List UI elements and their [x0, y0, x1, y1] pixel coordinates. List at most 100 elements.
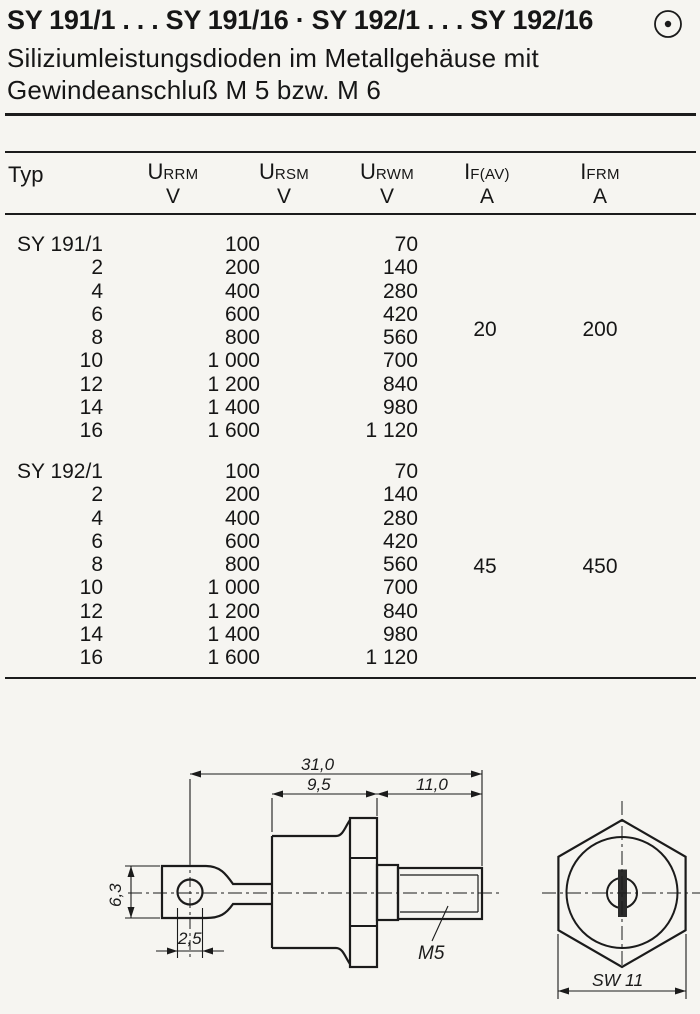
cell-typ: 12 [79, 372, 103, 396]
cell-urwm: 420 [382, 529, 418, 553]
column-header-urrm: URRM V [147, 159, 199, 208]
column-header-ifrm: IFRM A [580, 159, 620, 208]
subtitle-line-2: Gewindeanschluß M 5 bzw. M 6 [7, 75, 382, 105]
side-view [125, 770, 500, 969]
table-row: 14 1 400 980 [8, 623, 688, 646]
divider-table-top [5, 151, 696, 153]
cell-urwm: 140 [382, 256, 418, 280]
cell-urrm-ursm: 800 [224, 553, 260, 577]
cell-urwm: 700 [382, 576, 418, 600]
cell-urwm: 840 [382, 599, 418, 623]
dim-thread-length-label: 11,0 [416, 775, 448, 794]
table-row: 14 1 400 980 [8, 396, 688, 419]
cell-urrm-ursm: 1 400 [207, 623, 260, 647]
cell-urwm: 560 [382, 326, 418, 350]
if-av-value: 20 [473, 318, 497, 341]
cell-typ: 10 [79, 576, 103, 600]
cell-urwm: 980 [382, 396, 418, 420]
cell-urwm: 280 [382, 279, 418, 303]
table-row: 2 200 140 [8, 483, 688, 506]
column-header-typ: Typ [8, 162, 44, 187]
cell-typ: 8 [91, 326, 103, 350]
table-row: 12 1 200 840 [8, 373, 688, 396]
m5-leader-line [431, 905, 449, 942]
cell-typ: 16 [79, 646, 103, 670]
cell-urrm-ursm: 100 [224, 233, 260, 256]
cell-typ: 14 [79, 623, 103, 647]
divider-top [5, 113, 696, 116]
cell-typ: SY 191/1 [16, 233, 103, 256]
cell-typ: 10 [79, 349, 103, 373]
table-row: SY 191/1 100 70 [8, 233, 688, 256]
table-row: SY 192/1 100 70 [8, 460, 688, 483]
cell-urwm: 1 120 [365, 419, 418, 443]
circled-dot-icon [654, 10, 682, 38]
ifrm-value: 450 [582, 555, 618, 578]
table-row: 10 1 000 700 [8, 576, 688, 599]
cell-urrm-ursm: 1 200 [207, 372, 260, 396]
column-header-urwm: URWM V [359, 159, 415, 208]
table-row: 6 600 420 [8, 303, 688, 326]
cell-typ: 6 [91, 529, 103, 553]
cell-typ: 8 [91, 553, 103, 577]
subtitle-line-1: Siliziumleistungsdioden im Metallgehäuse… [7, 43, 539, 73]
cell-urrm-ursm: 1 000 [207, 576, 260, 600]
cell-typ: 4 [91, 279, 103, 303]
cell-urwm: 700 [382, 349, 418, 373]
sw11-label: SW 11 [592, 970, 643, 990]
cell-typ: 4 [91, 506, 103, 530]
table-row: 6 600 420 [8, 530, 688, 553]
divider-header-bottom [5, 213, 696, 215]
cell-urrm-ursm: 600 [224, 302, 260, 326]
cell-urwm: 1 120 [365, 646, 418, 670]
dim-hole-label: 2,5 [177, 929, 202, 948]
cell-typ: 6 [91, 302, 103, 326]
dim-lug-height-label: 6,3 [106, 883, 125, 907]
hex-outline [557, 818, 687, 969]
outline-drawing: 31,0 9,5 11,0 6,3 2,5 M5 SW 11 [106, 755, 700, 999]
cell-urrm-ursm: 400 [224, 279, 260, 303]
cell-urwm: 70 [394, 460, 418, 483]
cell-typ: 2 [91, 483, 103, 507]
cell-typ: 16 [79, 419, 103, 443]
table-row: 10 1 000 700 [8, 349, 688, 372]
cell-urwm: 70 [394, 233, 418, 256]
cell-typ: 2 [91, 256, 103, 280]
column-header-ifav: IF(AV) A [464, 159, 510, 208]
column-header-ursm: URSM V [258, 159, 310, 208]
cell-urwm: 560 [382, 553, 418, 577]
table-row: 8 800 560 [8, 326, 688, 349]
dim-body-label: 9,5 [307, 775, 331, 794]
cell-typ: 14 [79, 396, 103, 420]
cell-urrm-ursm: 1 200 [207, 599, 260, 623]
end-view [542, 801, 700, 999]
cell-urwm: 280 [382, 506, 418, 530]
table-row: 4 400 280 [8, 507, 688, 530]
table-row: 16 1 600 1 120 [8, 419, 688, 442]
cell-urrm-ursm: 1 000 [207, 349, 260, 373]
cell-urrm-ursm: 200 [224, 256, 260, 280]
table-row: 8 800 560 [8, 553, 688, 576]
table-row: 12 1 200 840 [8, 600, 688, 623]
cell-urrm-ursm: 600 [224, 529, 260, 553]
page-title: SY 191/1 . . . SY 191/16 · SY 192/1 . . … [7, 5, 594, 35]
table-row: 16 1 600 1 120 [8, 646, 688, 669]
dim-total-label: 31,0 [301, 755, 335, 774]
ifrm-value: 200 [582, 318, 618, 341]
m5-label: M5 [418, 943, 445, 964]
cell-urrm-ursm: 1 600 [207, 646, 260, 670]
cell-urrm-ursm: 200 [224, 483, 260, 507]
cell-urwm: 980 [382, 623, 418, 647]
cell-typ: SY 192/1 [16, 460, 103, 483]
table-row: 2 200 140 [8, 256, 688, 279]
cell-urrm-ursm: 400 [224, 506, 260, 530]
cell-urrm-ursm: 1 400 [207, 396, 260, 420]
cell-urwm: 140 [382, 483, 418, 507]
cell-urwm: 840 [382, 372, 418, 396]
cell-urrm-ursm: 1 600 [207, 419, 260, 443]
cell-urwm: 420 [382, 302, 418, 326]
cell-typ: 12 [79, 599, 103, 623]
